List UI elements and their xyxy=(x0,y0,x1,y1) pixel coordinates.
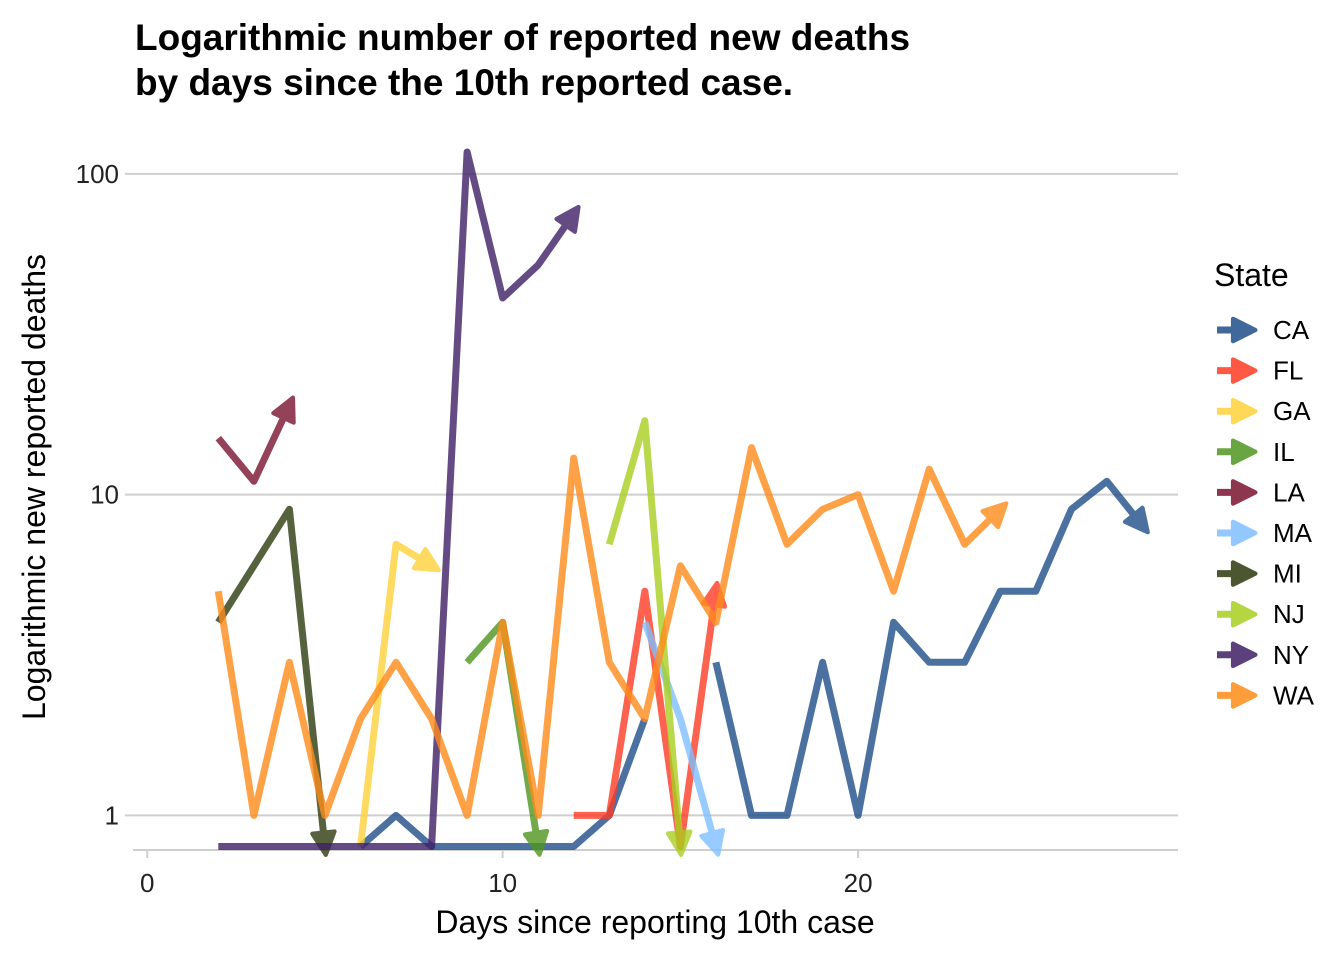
series-line-nj xyxy=(605,417,693,857)
x-tick-label: 20 xyxy=(844,868,873,898)
series-line-mi xyxy=(215,505,337,857)
chart-title-line-2: by days since the 10th reported case. xyxy=(135,62,793,103)
legend-label: WA xyxy=(1273,680,1315,710)
series-ny xyxy=(218,148,581,850)
legend: State CA FL GA IL LA MA MI NJ NY WA xyxy=(1214,257,1315,710)
x-axis-label: Days since reporting 10th case xyxy=(435,904,874,940)
series-il xyxy=(464,618,550,857)
tick-labels: 1 10 100 0 10 20 xyxy=(76,159,873,898)
y-tick-label: 100 xyxy=(76,159,119,189)
legend-label: FL xyxy=(1273,356,1303,386)
series-ca xyxy=(358,477,1150,850)
series-line-la xyxy=(215,395,296,485)
legend-label: NJ xyxy=(1273,599,1305,629)
series-la xyxy=(215,395,296,485)
chart-title-line-1: Logarithmic number of reported new death… xyxy=(135,17,910,58)
series-line-ny xyxy=(218,148,581,850)
legend-label: MI xyxy=(1273,559,1302,589)
x-tick-label: 0 xyxy=(140,868,154,898)
series-line-ca xyxy=(712,477,1150,819)
legend-title: State xyxy=(1214,257,1289,293)
legend-label: LA xyxy=(1273,477,1305,507)
series-wa xyxy=(214,444,1009,819)
legend-label: MA xyxy=(1273,518,1313,548)
y-tick-label: 10 xyxy=(90,480,119,510)
series-ga xyxy=(357,540,441,847)
series-line-wa xyxy=(214,444,1009,819)
y-axis-label: Logarithmic new reported deaths xyxy=(16,254,52,720)
series-line-il xyxy=(464,618,550,857)
series-mi xyxy=(215,505,337,857)
series-line-ca xyxy=(358,717,649,850)
series-line-ga xyxy=(357,540,441,847)
legend-label: GA xyxy=(1273,396,1311,426)
legend-label: IL xyxy=(1273,437,1295,467)
series-layer xyxy=(214,148,1150,857)
legend-label: NY xyxy=(1273,640,1309,670)
y-tick-label: 1 xyxy=(105,800,119,830)
x-tick-label: 10 xyxy=(488,868,517,898)
legend-label: CA xyxy=(1273,315,1310,345)
gridlines xyxy=(133,172,1178,817)
series-nj xyxy=(605,417,693,857)
